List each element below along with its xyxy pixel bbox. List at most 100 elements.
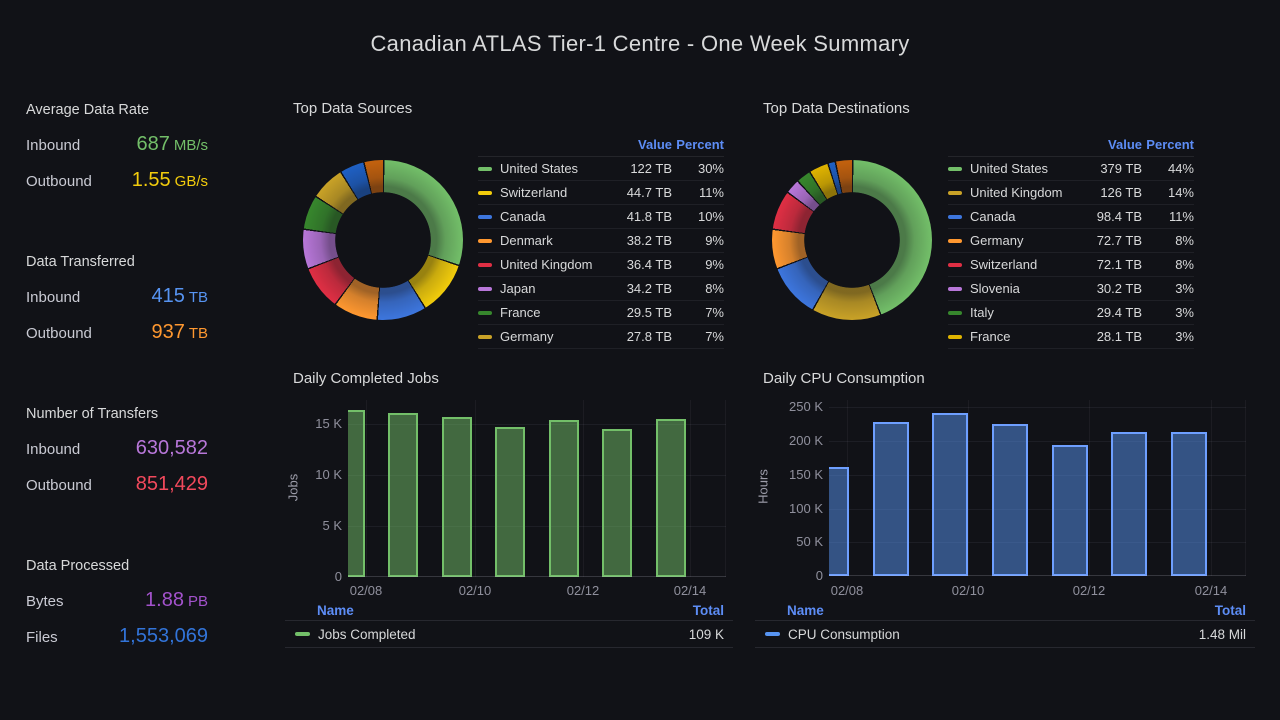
panel-daily-completed-jobs: Daily Completed Jobs 0 5 K 10 K 15 K Jobs 02/0…: [285, 365, 733, 655]
stat-value: 415 TB: [151, 285, 208, 307]
legend-row-canada[interactable]: Canada 41.8 TB 10%: [478, 205, 724, 229]
bar-02-08: [348, 409, 365, 577]
legend-value: 379 TB: [1100, 161, 1142, 176]
legend-series-name: Germany: [500, 329, 554, 344]
header-value[interactable]: Value: [638, 137, 672, 152]
stat-unit: TB: [188, 325, 208, 342]
pie-legend-table: Value Percent United States 379 TB 44% United…: [948, 133, 1194, 349]
x-axis-tick-02-14: 02/14: [1194, 583, 1228, 598]
stat-row-number-of-transfers-inbound: Inbound 630,582: [26, 437, 208, 461]
legend-row-jobs-completed[interactable]: Jobs Completed 109 K: [285, 622, 733, 646]
legend-row-united-states[interactable]: United States 122 TB 30%: [478, 157, 724, 181]
legend-row-united-states[interactable]: United States 379 TB 44%: [948, 157, 1194, 181]
legend-value: 72.1 TB: [1096, 257, 1142, 272]
legend-row-france[interactable]: France 29.5 TB 7%: [478, 301, 724, 325]
legend-row-united-kingdom[interactable]: United Kingdom 126 TB 14%: [948, 181, 1194, 205]
h-gridline: [348, 423, 726, 425]
h-gridline: [829, 542, 1246, 544]
table-header-row: Value Percent: [478, 133, 724, 157]
x-axis-tick-02-08: 02/08: [830, 583, 864, 598]
v-gridline: [690, 400, 691, 577]
legend-value: 44.7 TB: [626, 185, 672, 200]
legend-row-italy[interactable]: Italy 29.4 TB 3%: [948, 301, 1194, 325]
bar-02-09: [872, 422, 909, 576]
legend-row-united-kingdom[interactable]: United Kingdom 36.4 TB 9%: [478, 253, 724, 277]
v-gridline: [366, 400, 367, 577]
v-gridline: [1089, 400, 1090, 576]
bar-02-11: [991, 424, 1028, 576]
header-percent[interactable]: Percent: [676, 137, 724, 152]
legend-dash-icon: [948, 238, 962, 243]
legend-row-denmark[interactable]: Denmark 38.2 TB 9%: [478, 229, 724, 253]
panel-top-data-destinations: Top Data Destinations Value Percent United …: [755, 95, 1205, 365]
stat-label: Outbound: [26, 325, 92, 342]
header-percent[interactable]: Percent: [1146, 137, 1194, 152]
legend-row-cpu-consumption[interactable]: CPU Consumption 1.48 Mil: [755, 622, 1255, 646]
legend-percent: 3%: [1175, 329, 1194, 344]
legend-percent: 30%: [697, 161, 724, 176]
bar-02-08: [829, 467, 849, 576]
legend-row-canada[interactable]: Canada 98.4 TB 11%: [948, 205, 1194, 229]
stat-row-number-of-transfers-outbound: Outbound 851,429: [26, 473, 208, 497]
legend-value: 34.2 TB: [626, 281, 672, 296]
v-gridline: [968, 400, 969, 576]
y-axis-title: Jobs: [285, 473, 301, 501]
legend-total-header[interactable]: Total: [692, 602, 724, 618]
stat-unit: GB/s: [174, 173, 208, 190]
panel-title: Top Data Destinations: [763, 100, 910, 117]
y-axis-tick-200-k: 200 K: [789, 433, 823, 449]
legend-row-slovenia[interactable]: Slovenia 30.2 TB 3%: [948, 277, 1194, 301]
legend-value: 122 TB: [630, 161, 672, 176]
legend-name-header[interactable]: Name: [317, 602, 354, 618]
legend-name-header[interactable]: Name: [787, 602, 824, 618]
bar-02-10: [932, 412, 969, 576]
legend-separator: [285, 647, 733, 648]
legend-percent: 14%: [1167, 185, 1194, 200]
legend-row-switzerland[interactable]: Switzerland 44.7 TB 11%: [478, 181, 724, 205]
y-axis-tick-250-k: 250 K: [789, 399, 823, 415]
y-axis-tick-5-k: 5 K: [322, 517, 342, 533]
stat-label: Inbound: [26, 137, 81, 154]
legend-dash-icon: [478, 214, 492, 219]
legend-value: 126 TB: [1100, 185, 1142, 200]
legend-row-germany[interactable]: Germany 27.8 TB 7%: [478, 325, 724, 349]
legend-percent: 11%: [698, 185, 724, 200]
v-gridline: [1211, 400, 1212, 576]
bar-02-13: [602, 429, 632, 577]
legend-row-japan[interactable]: Japan 34.2 TB 8%: [478, 277, 724, 301]
legend-series-name: Switzerland: [970, 257, 1038, 272]
legend-series-name: Slovenia: [970, 281, 1020, 296]
legend-value: 98.4 TB: [1096, 209, 1142, 224]
legend-dash-icon: [948, 166, 962, 171]
legend-series-name: United Kingdom: [970, 185, 1063, 200]
stat-group-title: Number of Transfers: [26, 406, 159, 422]
x-axis-tick-02-10: 02/10: [458, 583, 492, 598]
y-axis-tick-15-k: 15 K: [315, 415, 342, 431]
panel-top-data-sources: Top Data Sources Value Percent United State…: [285, 95, 735, 365]
bar-02-11: [495, 427, 525, 577]
legend-dash-icon: [478, 334, 492, 339]
legend-dash-icon: [948, 286, 962, 291]
stat-value: 1,553,069: [119, 625, 208, 647]
header-value[interactable]: Value: [1108, 137, 1142, 152]
stat-group-data-transferred: Data Transferred Inbound 415 TB Outbound 937 T…: [26, 254, 208, 345]
legend-series-name: Italy: [970, 305, 994, 320]
legend-total-header[interactable]: Total: [1214, 602, 1246, 618]
stat-label: Outbound: [26, 173, 92, 190]
legend-separator: [285, 620, 733, 621]
legend-row-switzerland[interactable]: Switzerland 72.1 TB 8%: [948, 253, 1194, 277]
legend-row-germany[interactable]: Germany 72.7 TB 8%: [948, 229, 1194, 253]
legend-percent: 8%: [1175, 257, 1194, 272]
legend-series-name: Jobs Completed: [318, 626, 416, 642]
y-axis-tick-0: 0: [815, 568, 823, 583]
legend-row-france[interactable]: France 28.1 TB 3%: [948, 325, 1194, 349]
y-axis-tick-100-k: 100 K: [789, 500, 823, 516]
donut-hole: [303, 160, 463, 320]
stat-unit: TB: [188, 289, 208, 306]
stat-row-average-data-rate-outbound: Outbound 1.55 GB/s: [26, 169, 208, 193]
legend-percent: 7%: [705, 329, 724, 344]
stat-row-data-transferred-outbound: Outbound 937 TB: [26, 321, 208, 345]
legend-dash-icon: [478, 238, 492, 243]
stat-row-data-transferred-inbound: Inbound 415 TB: [26, 285, 208, 309]
v-gridline: [1245, 400, 1246, 576]
